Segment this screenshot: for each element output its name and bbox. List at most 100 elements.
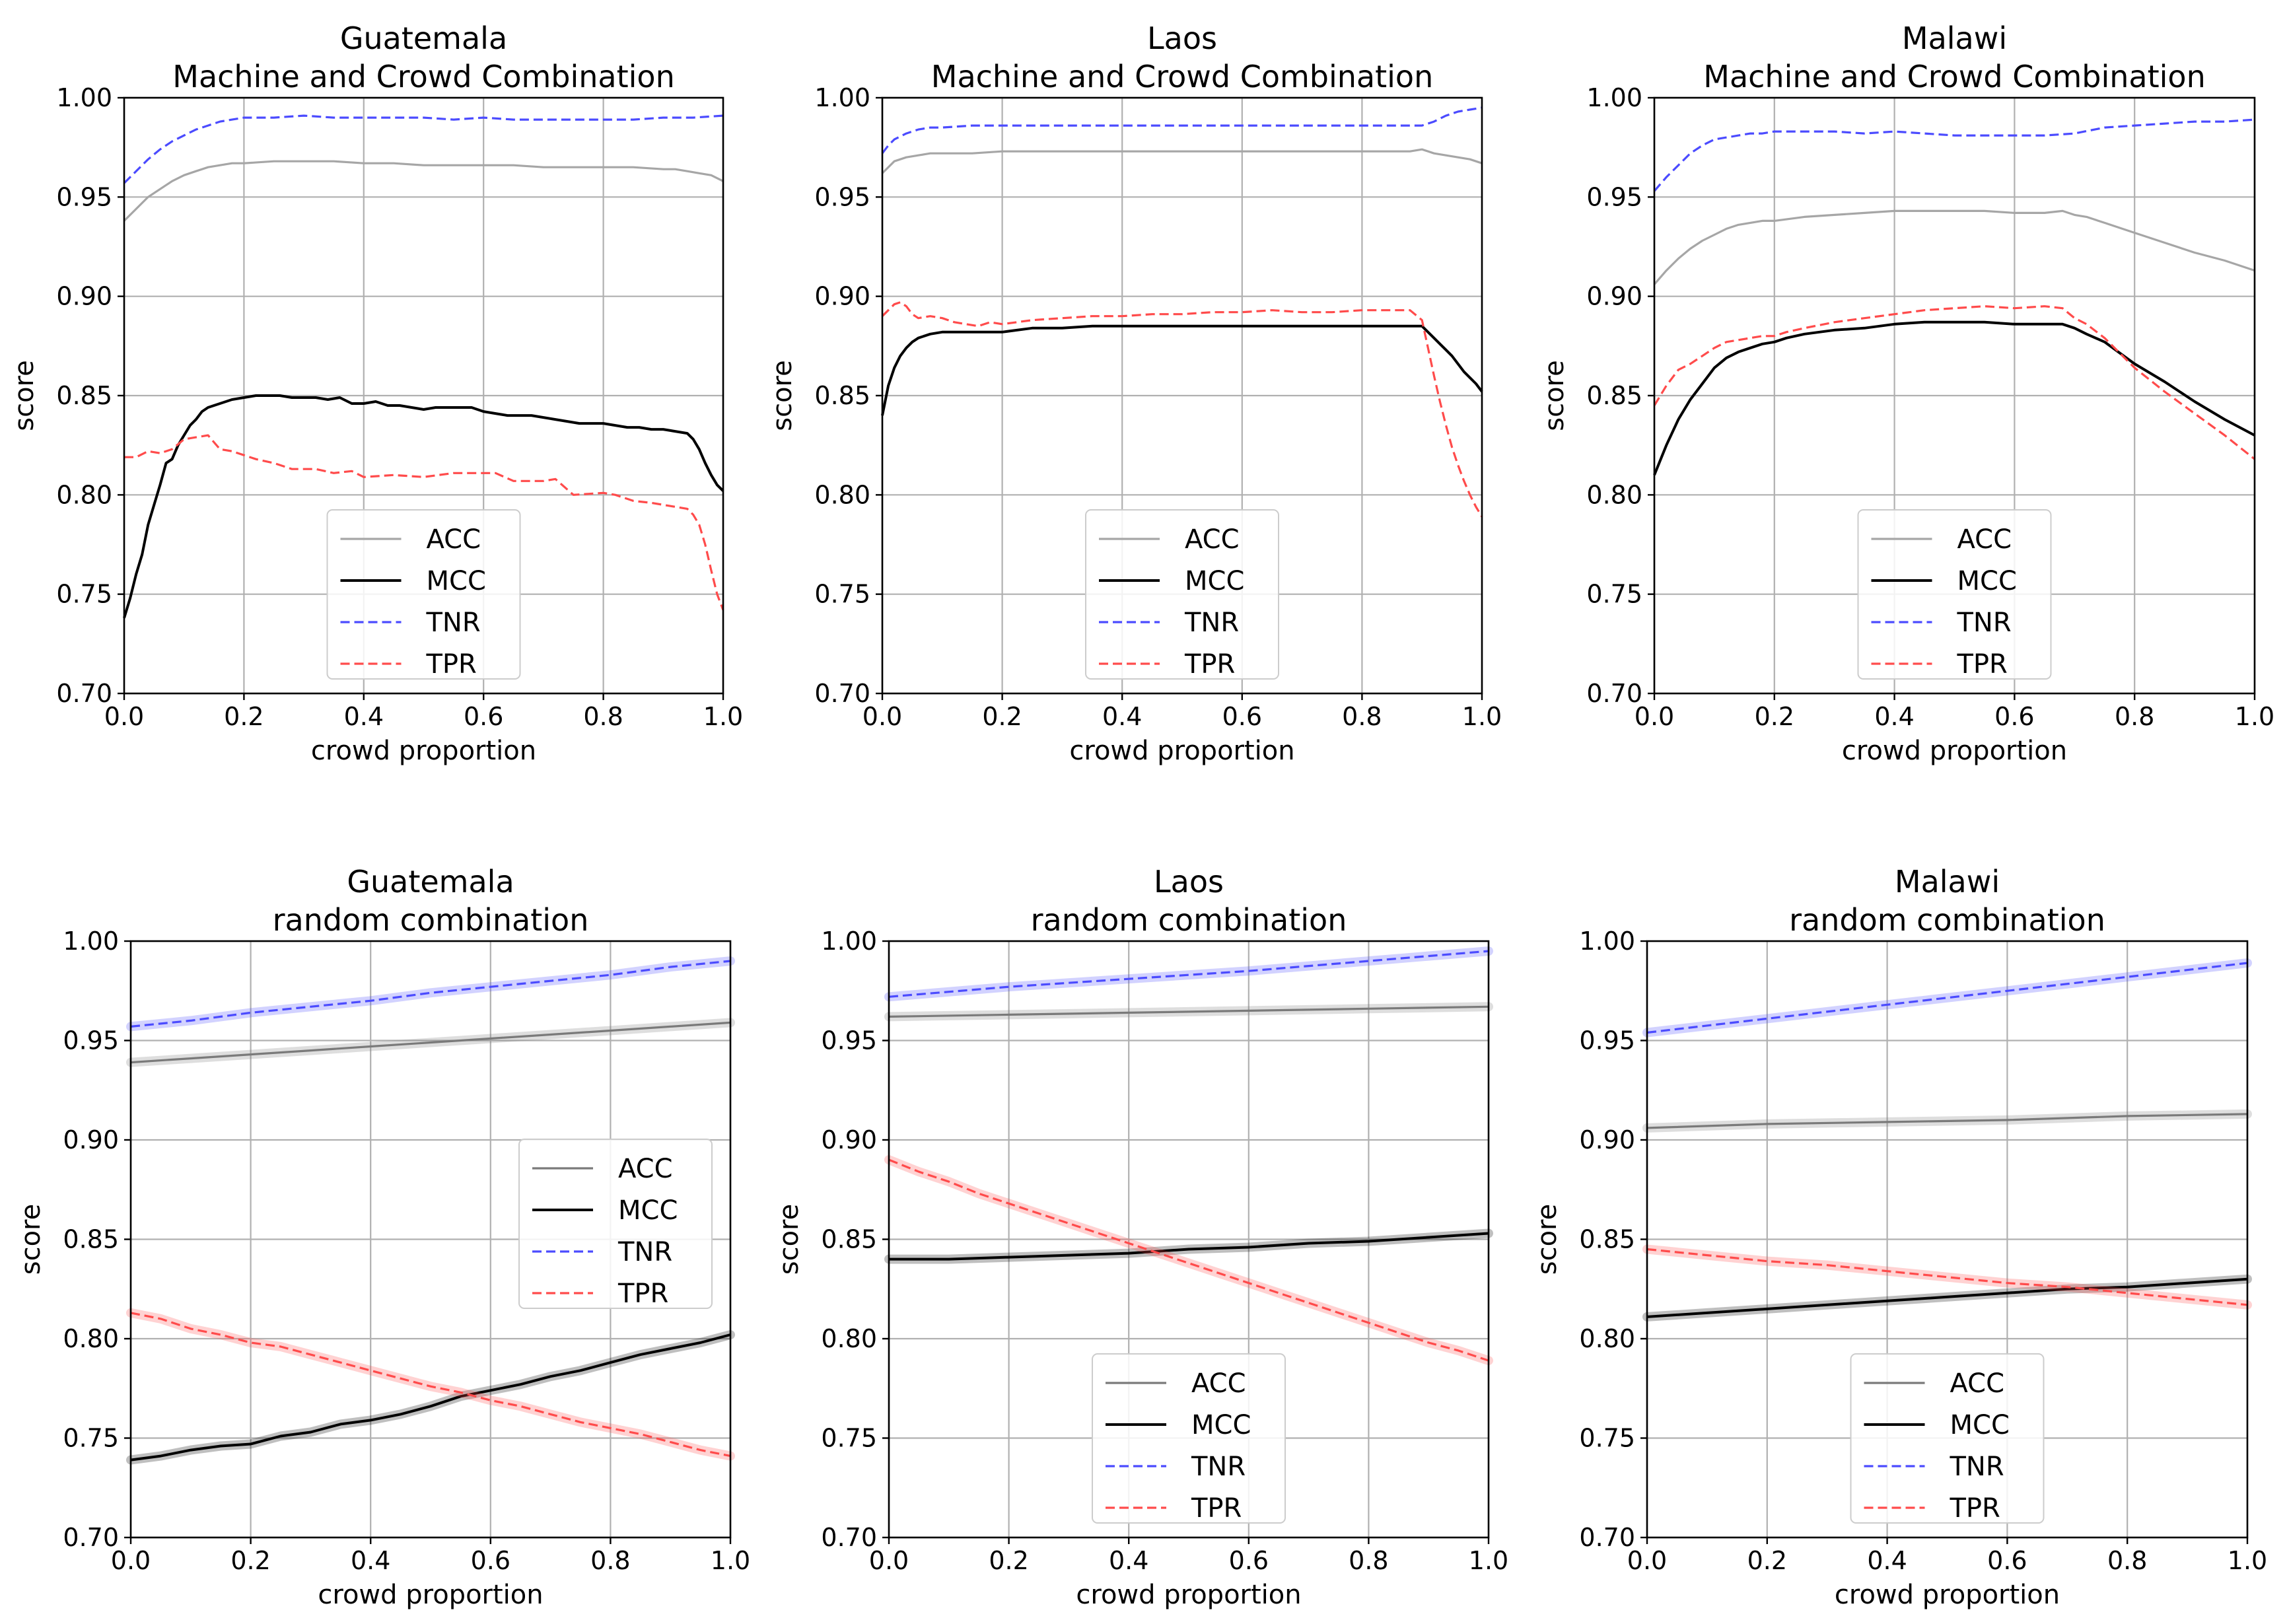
y-tick-label: 1.00 [56, 83, 112, 112]
y-tick-label: 0.75 [814, 580, 870, 609]
y-tick-label: 0.90 [1586, 282, 1642, 311]
y-tick-label: 0.70 [821, 1523, 877, 1552]
legend-label-tpr: TPR [426, 649, 477, 680]
chart-title-line1: Malawi [1895, 864, 2000, 900]
x-tick-label: 0.8 [1349, 1546, 1388, 1575]
y-tick-label: 0.80 [821, 1324, 877, 1353]
legend: ACC MCC TNR TPR [326, 509, 521, 680]
y-tick-label: 0.75 [63, 1424, 119, 1453]
legend-label-tnr: TNR [1950, 1452, 2004, 1482]
x-tick-label: 0.8 [2107, 1546, 2147, 1575]
y-axis-label: score [774, 1204, 804, 1275]
y-tick-label: 0.90 [63, 1125, 119, 1154]
y-tick-label: 0.80 [1579, 1324, 1635, 1353]
x-tick-label: 0.0 [111, 1546, 151, 1575]
x-axis-label: crowd proportion [1076, 1580, 1301, 1610]
legend-label-acc: ACC [1957, 524, 2012, 555]
chart-title-line2: Machine and Crowd Combination [172, 59, 674, 94]
legend: ACC MCC TNR TPR [1857, 509, 2052, 680]
x-tick-label: 1.0 [1462, 702, 1502, 731]
y-axis-label: score [1532, 1204, 1563, 1275]
chart-panel-5: 0.0 0.2 0.4 0.6 0.8 1.0 0.70 0.75 0.80 0.85 0.90 0.… [774, 864, 1508, 1610]
y-tick-label: 0.75 [821, 1424, 877, 1453]
legend-label-mcc: MCC [1191, 1410, 1251, 1440]
y-tick-label: 0.80 [56, 480, 112, 509]
x-tick-label: 0.0 [104, 702, 144, 731]
chart-title-line2: random combination [1789, 902, 2105, 938]
chart-panel-3: 0.0 0.2 0.4 0.6 0.8 1.0 0.70 0.75 0.80 0.85 0.90 0.… [1539, 20, 2274, 766]
x-axis-label: crowd proportion [1835, 1580, 2060, 1610]
legend-box [1085, 509, 1279, 680]
legend-label-tnr: TNR [1184, 608, 1239, 638]
x-tick-label: 0.8 [590, 1546, 630, 1575]
y-tick-label: 0.95 [56, 182, 112, 211]
y-tick-label: 0.90 [814, 282, 870, 311]
y-tick-label: 0.80 [1586, 480, 1642, 509]
series-line-mcc [123, 394, 724, 619]
x-axis-label: crowd proportion [1842, 736, 2067, 766]
y-tick-label: 0.95 [814, 182, 870, 211]
series-line-tnr [888, 950, 1489, 998]
y-axis-label: score [9, 360, 40, 431]
y-tick-label: 0.85 [1586, 381, 1642, 410]
legend: ACC MCC TNR TPR [1085, 509, 1279, 680]
y-tick-label: 0.90 [821, 1125, 877, 1154]
y-tick-label: 1.00 [1579, 927, 1635, 956]
legend-label-mcc: MCC [427, 566, 486, 596]
legend-label-tpr: TPR [1957, 649, 2008, 680]
y-tick-label: 0.75 [56, 580, 112, 609]
y-axis-label: score [767, 360, 798, 431]
chart-title-line2: Machine and Crowd Combination [1703, 59, 2205, 94]
series-line-mcc [1653, 320, 2255, 476]
series-line-acc [888, 1005, 1489, 1018]
legend-label-tpr: TPR [1191, 1493, 1242, 1524]
chart-title-line2: random combination [1031, 902, 1347, 938]
chart-title-line1: Malawi [1902, 20, 2007, 56]
y-tick-label: 0.95 [63, 1026, 119, 1055]
x-tick-label: 0.8 [583, 702, 623, 731]
series-line-acc [1646, 1113, 2248, 1129]
legend-label-acc: ACC [1185, 524, 1240, 555]
series-line-mcc [1646, 1277, 2248, 1318]
series-line-mcc [889, 1232, 1489, 1261]
series-line-tpr [130, 1312, 731, 1458]
legend-box [1092, 1353, 1286, 1524]
x-tick-label: 0.4 [1102, 702, 1142, 731]
series-line-tpr [124, 434, 724, 611]
chart-panel-6: 0.0 0.2 0.4 0.6 0.8 1.0 0.70 0.75 0.80 0.85 0.90 0.… [1532, 864, 2267, 1610]
legend-label-tpr: TPR [617, 1279, 668, 1309]
x-tick-label: 0.8 [1342, 702, 1382, 731]
x-tick-label: 0.0 [862, 702, 902, 731]
legend-label-tnr: TNR [617, 1237, 672, 1267]
series-line-tnr [130, 960, 731, 1028]
x-tick-label: 1.0 [703, 702, 743, 731]
y-tick-label: 0.70 [56, 679, 112, 708]
y-tick-label: 0.85 [63, 1225, 119, 1254]
legend-label-mcc: MCC [618, 1195, 678, 1226]
legend-label-acc: ACC [618, 1154, 673, 1184]
legend: ACC MCC TNR TPR [1850, 1353, 2045, 1524]
y-tick-label: 0.80 [63, 1324, 119, 1353]
series-line-mcc [881, 324, 1483, 416]
series-line-tpr [1653, 305, 2255, 460]
x-tick-label: 1.0 [2228, 1546, 2267, 1575]
x-tick-label: 1.0 [2235, 702, 2274, 731]
chart-title-line1: Laos [1147, 20, 1217, 56]
x-tick-label: 0.4 [1874, 702, 1914, 731]
legend: ACC MCC TNR TPR [518, 1139, 713, 1309]
y-tick-label: 1.00 [814, 83, 870, 112]
legend-box [326, 509, 521, 680]
x-axis-label: crowd proportion [1069, 736, 1294, 766]
chart-panel-2: 0.0 0.2 0.4 0.6 0.8 1.0 0.70 0.75 0.80 0.85 0.90 0.… [767, 20, 1502, 766]
y-tick-label: 0.95 [1579, 1026, 1635, 1055]
y-tick-label: 1.00 [63, 927, 119, 956]
x-tick-label: 0.8 [2115, 702, 2154, 731]
y-tick-label: 0.75 [1586, 580, 1642, 609]
x-tick-label: 0.4 [1867, 1546, 1907, 1575]
series-line-acc [130, 1021, 731, 1064]
x-tick-label: 0.6 [1229, 1546, 1269, 1575]
y-tick-label: 0.70 [814, 679, 870, 708]
legend-label-tpr: TPR [1184, 649, 1235, 680]
x-tick-label: 0.0 [869, 1546, 909, 1575]
series-line-tnr [1646, 962, 2248, 1034]
